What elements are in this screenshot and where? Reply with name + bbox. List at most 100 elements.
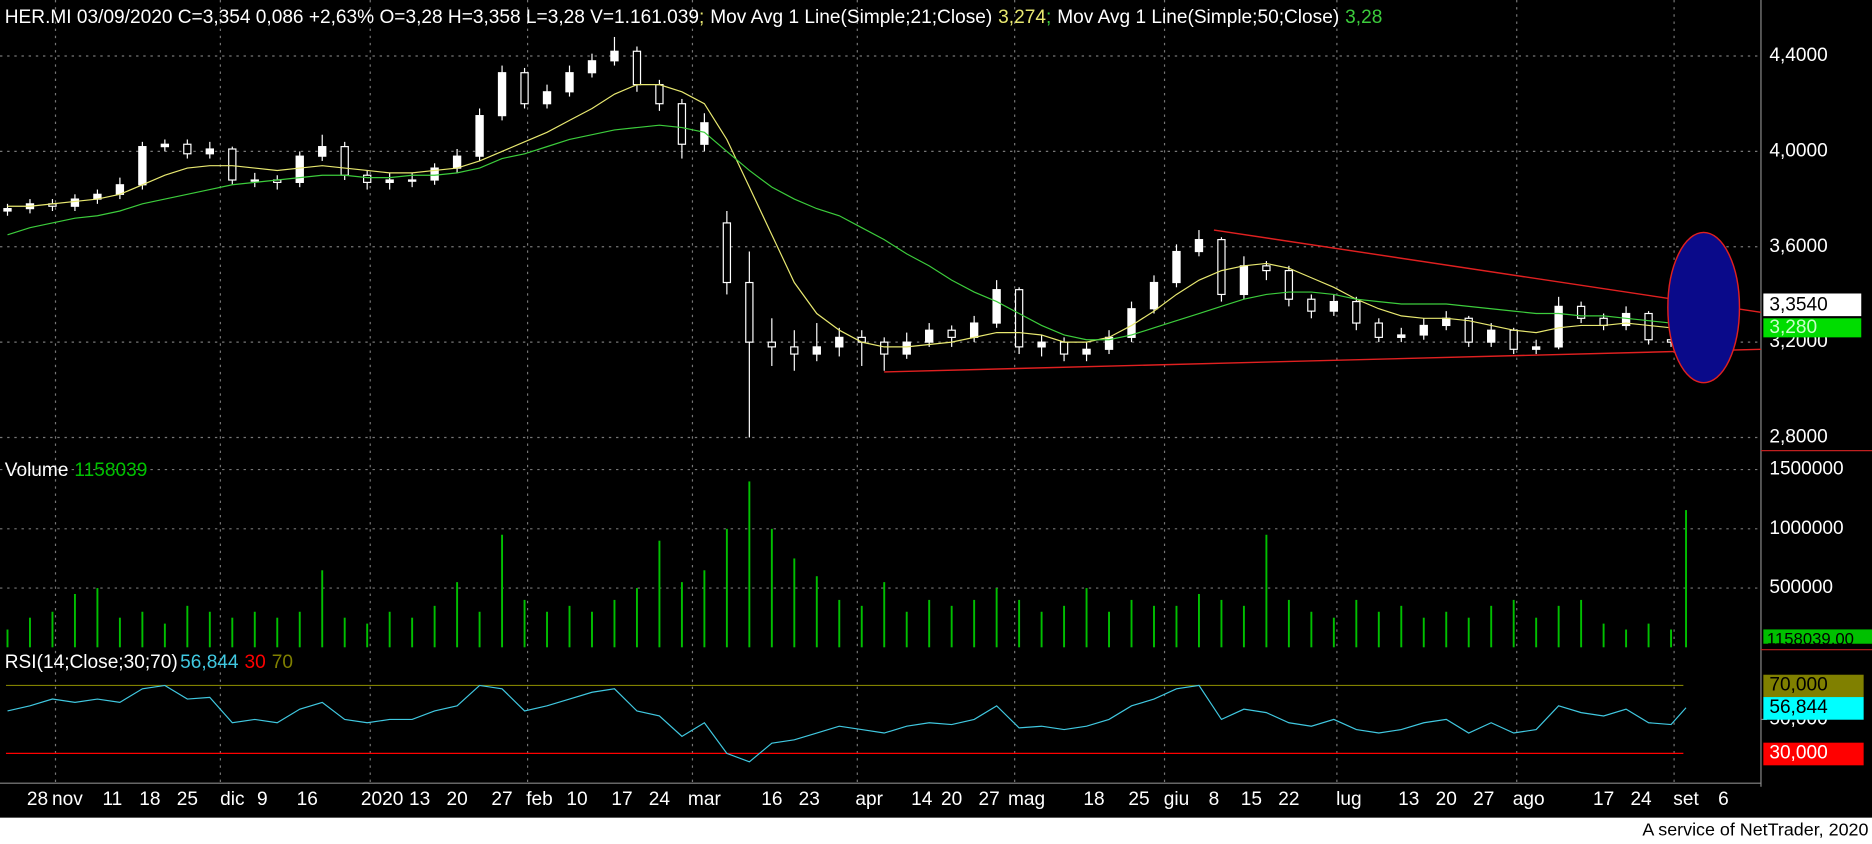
last-price-label: 3,3540: [1769, 294, 1827, 315]
header-text: 3,274: [998, 7, 1046, 28]
x-tick-label: ago: [1513, 789, 1545, 810]
candle-body: [363, 174, 372, 183]
volume-bar: [838, 599, 841, 648]
x-tick-label: 16: [761, 789, 782, 810]
rsi-line: [7, 684, 1687, 763]
volume-bar: [433, 605, 436, 648]
volume-bar: [815, 576, 818, 648]
candle-body: [722, 222, 732, 284]
volume-bar: [1265, 534, 1268, 648]
volume-bar: [1153, 605, 1155, 648]
candle-body: [1262, 265, 1271, 272]
volume-bar: [860, 605, 863, 648]
volume-bar: [29, 617, 31, 648]
volume-bar: [905, 611, 908, 648]
x-tick-label: 2020: [361, 789, 403, 810]
volume-bar: [1085, 588, 1088, 648]
volume-bar: [1557, 605, 1560, 648]
panel-title: RSI(14;Close;30;70) 56,844 30 70: [5, 652, 293, 673]
header-text: ;: [699, 7, 704, 28]
panel-title-text: Volume: [5, 460, 69, 481]
volume-bar: [1198, 593, 1200, 648]
volume-bar: [118, 617, 121, 648]
y-tick-label: 4,0000: [1769, 140, 1827, 161]
candle-body: [1127, 308, 1136, 338]
volume-bar: [163, 623, 166, 648]
panel-value: 56,844: [180, 652, 239, 673]
volume-bar: [478, 611, 481, 648]
x-tick-label: 17: [611, 789, 632, 810]
candle-body: [183, 143, 192, 155]
volume-bar: [1670, 629, 1673, 648]
volume-bar: [1220, 599, 1223, 648]
candle-body: [1554, 305, 1563, 348]
candle-body: [1217, 239, 1226, 296]
x-tick-label: 14: [911, 789, 933, 810]
candle-body: [3, 208, 12, 212]
candle-body: [1509, 329, 1518, 350]
volume-bar: [1602, 623, 1605, 648]
x-tick-label: feb: [526, 789, 553, 810]
x-tick-label: 27: [1473, 789, 1494, 810]
candle-body: [880, 341, 889, 355]
y-tick-label: 3,6000: [1769, 236, 1827, 257]
volume-bar: [1625, 629, 1628, 648]
candle-body: [295, 155, 304, 183]
candle-body: [700, 122, 709, 145]
volume-bar: [456, 582, 459, 648]
volume-bar: [6, 629, 9, 648]
header-text: ;: [1046, 7, 1051, 28]
level-box: [1763, 674, 1864, 698]
candle-body: [1599, 317, 1608, 327]
x-tick-label: nov: [52, 789, 83, 810]
volume-bar: [388, 611, 391, 648]
volume-bar: [321, 570, 324, 648]
volume-bar: [950, 605, 953, 648]
header-text: Mov Avg 1 Line(Simple;21;Close): [710, 7, 992, 28]
volume-bar: [995, 588, 998, 648]
volume-bar: [253, 611, 256, 648]
x-tick-label: 24: [1630, 789, 1652, 810]
volume-bar: [1685, 510, 1687, 648]
candle-body: [385, 179, 394, 183]
x-tick-label: 27: [979, 789, 1000, 810]
y-tick-label: 1000000: [1769, 518, 1843, 539]
moving-average: [7, 84, 1687, 348]
ma-axis-label: 3,280: [1769, 317, 1817, 338]
candle-body: [1621, 312, 1631, 327]
volume-bar: [1512, 599, 1515, 648]
x-tick-label: apr: [855, 789, 883, 810]
volume-bar: [96, 588, 99, 648]
volume-bar: [51, 611, 54, 648]
candle-body: [1194, 239, 1204, 253]
candle-body: [902, 341, 911, 355]
candle-body: [812, 346, 821, 355]
x-tick-label: 18: [1083, 789, 1104, 810]
panel-title-text: RSI(14;Close;30;70): [5, 652, 178, 673]
volume-bar: [1108, 611, 1110, 648]
volume-bar: [1130, 599, 1133, 648]
candle-body: [1531, 346, 1541, 350]
x-tick-label: 20: [446, 789, 467, 810]
rsi-last-box: [1763, 697, 1864, 720]
candle-body: [565, 72, 574, 93]
candle-body: [1397, 334, 1406, 338]
marks: [3, 36, 1762, 763]
volume-bar: [613, 599, 616, 648]
x-tick-label: 24: [649, 789, 671, 810]
volume-bar: [703, 570, 706, 648]
volume-bar: [298, 611, 301, 648]
candle-body: [205, 148, 214, 155]
volume-bar: [1355, 599, 1358, 648]
volume-bar: [1647, 623, 1650, 648]
y-tick-label: 2,8000: [1769, 427, 1827, 448]
candle-body: [992, 289, 1001, 324]
candle-body: [228, 148, 237, 181]
candle-body: [250, 179, 259, 182]
x-tick-label: mar: [688, 789, 722, 810]
candle-body: [138, 146, 147, 186]
x-tick-label: 20: [1436, 789, 1457, 810]
volume-bar: [1310, 611, 1313, 648]
trendline: [884, 348, 1761, 373]
candle-body: [1576, 305, 1586, 319]
